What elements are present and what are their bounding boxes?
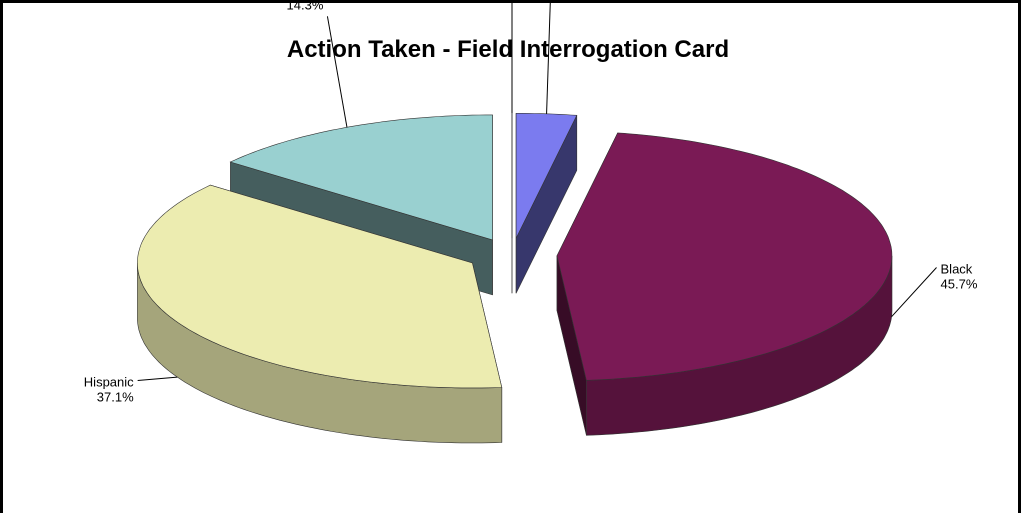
pie-slice xyxy=(515,113,578,294)
leader-line xyxy=(891,267,937,318)
pie-slice xyxy=(556,132,893,436)
slice-value-label: 37.1% xyxy=(97,389,134,404)
leader-line xyxy=(326,16,348,128)
pie-slice xyxy=(137,184,503,444)
slice-top xyxy=(137,184,503,389)
slice-label: Hispanic xyxy=(84,374,134,389)
leader-line xyxy=(546,0,551,114)
slice-label: Black xyxy=(941,261,973,276)
slice-top xyxy=(515,113,578,239)
chart-title: Action Taken - Field Interrogation Card xyxy=(287,36,729,63)
leader-line xyxy=(137,376,178,381)
slice-top xyxy=(556,132,893,381)
slice-value-label: 45.7% xyxy=(941,276,978,291)
slice-value-label: 14.3% xyxy=(287,0,324,12)
